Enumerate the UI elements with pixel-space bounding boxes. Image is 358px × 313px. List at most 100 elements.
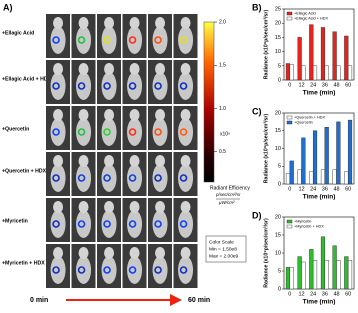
x-tick-label: 24 [310,291,316,297]
x-axis-label: Time (min) [303,90,336,97]
bar [297,37,302,81]
y-tick-label: 15 [275,232,281,238]
y-tick-label: 15 [275,35,281,41]
legend-label: +Myricetin [294,220,311,224]
mouse-body [127,72,143,100]
mouse-head [180,201,191,213]
panel-label: C) [252,106,262,116]
mouse-head [155,201,166,213]
legend-swatch [286,224,293,229]
bar [332,31,337,81]
mouse-head [180,63,191,75]
signal-spot [77,36,86,44]
mouse-body [152,72,168,100]
row-label: +Quercetin + HDX [2,168,47,174]
x-tick-label: 60 [345,291,351,297]
mouse-body [76,26,92,54]
mouse-body [152,256,168,284]
mouse-head [53,63,64,75]
bar [332,245,337,290]
mouse-head [180,109,191,121]
mouse-body [178,164,194,192]
signal-spot [179,174,188,182]
signal-spot [52,36,60,44]
y-tick-label: 10 [275,146,281,152]
mouse-head [104,201,115,213]
legend-label: +Ellagic Acid + HDX [294,17,328,21]
mouse-body [50,72,66,100]
x-tick-label: 36 [322,82,328,88]
mouse-head [78,201,89,213]
mouse-body [127,164,143,192]
signal-spot [52,82,60,90]
signal-spot [77,220,86,228]
mouse-body [101,26,117,54]
mouse-body [50,26,66,54]
x-tick-label: 48 [333,186,339,192]
bar [336,121,341,185]
y-tick-label: 0 [278,181,281,187]
x-axis-label: Time (min) [303,299,336,306]
colorbar-tick-label: 0.5 [219,149,226,155]
y-tick-label: 20 [275,21,281,27]
mouse-head [129,247,140,259]
mouse-head [129,63,140,75]
bar [285,173,291,185]
bar [324,126,329,185]
mouse-body [50,210,66,238]
bar [309,249,314,290]
bar [336,260,341,290]
scale-max: Max = 2.00e9 [209,253,239,259]
mouse-head [53,201,64,213]
bar [285,267,291,290]
mouse-head [155,247,166,259]
y-tick-label: 0 [278,77,281,83]
legend-label: +Quercetin [294,121,313,125]
colorbar-tick-label: 2.0 [219,19,226,25]
signal-spot [103,36,111,44]
mouse-body [152,118,168,146]
signal-spot [103,82,111,90]
mouse-head [53,247,64,259]
mouse-body [101,72,117,100]
bar [289,160,294,185]
mouse-body [127,118,143,146]
panel-label: A) [3,2,13,12]
signal-spot [103,220,111,228]
mouse-body [178,256,194,284]
y-tick-label: 20 [275,214,281,220]
x-tick-label: 24 [310,82,316,88]
panel-label: B) [252,2,262,12]
signal-spot [103,128,111,136]
mouse-head [104,109,115,121]
bar [347,119,353,185]
mouse-body [76,164,92,192]
bar [312,130,318,185]
mouse-body [127,256,143,284]
mouse-body [101,256,117,284]
mouse-head [53,109,64,121]
bar [347,65,353,81]
mouse-head [180,17,191,29]
mouse-body [76,72,92,100]
mouse-head [53,17,64,29]
colorbar [203,21,215,183]
mouse-head [129,17,140,29]
mouse-head [155,109,166,121]
y-tick-label: 15 [275,128,281,134]
x-axis-label: Time (min) [303,194,336,201]
bar [301,65,306,81]
bar [347,260,353,290]
scale-box [205,235,247,263]
y-tick-label: 5 [278,268,281,274]
legend-swatch [286,219,293,224]
signal-spot [128,128,137,136]
x-tick-label: 24 [310,186,316,192]
bar [297,169,302,185]
legend-label: +Quercetin + HDX [294,116,325,120]
signal-spot [103,266,111,274]
row-label: +Ellagic Acid + HDX [2,76,52,82]
signal-spot [154,128,162,136]
mouse-head [104,17,115,29]
signal-spot [52,174,60,182]
